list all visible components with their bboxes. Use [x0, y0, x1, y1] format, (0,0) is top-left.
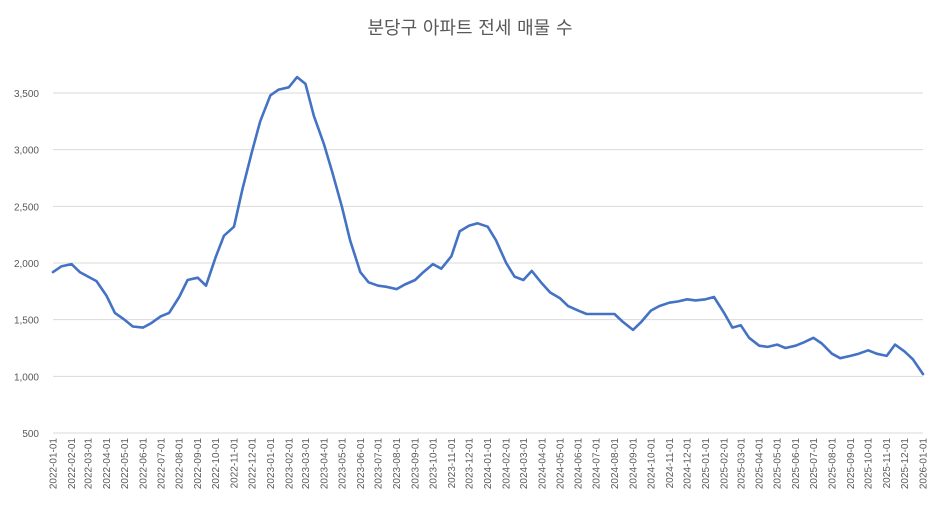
x-tick-label: 2023-12-01 [465, 438, 476, 490]
x-tick-label: 2025-10-01 [864, 438, 875, 490]
x-tick-label: 2022-07-01 [156, 438, 167, 490]
x-tick-label: 2026-01-01 [919, 438, 930, 490]
x-tick-label: 2023-03-01 [301, 438, 312, 490]
x-axis-ticks: 2022-01-01 2022-02-01 2022-03-01 2022-04-01… [49, 438, 930, 490]
x-tick-label: 2022-05-01 [120, 438, 131, 490]
series-area [51, 75, 925, 376]
x-tick-label: 2023-08-01 [392, 438, 403, 490]
y-tick-label: 3,500 [14, 89, 39, 100]
x-tick-label: 2024-04-01 [537, 438, 548, 490]
y-tick-label: 3,000 [14, 146, 39, 157]
x-tick-label: 2025-03-01 [736, 438, 747, 490]
x-tick-label: 2023-01-01 [266, 438, 277, 490]
x-tick-label: 2024-06-01 [574, 438, 585, 490]
x-tick-label: 2024-07-01 [592, 438, 603, 490]
x-tick-label: 2023-09-01 [411, 438, 422, 490]
x-tick-label: 2025-04-01 [755, 438, 766, 490]
x-tick-label: 2025-11-01 [882, 438, 893, 489]
x-tick-label: 2022-08-01 [175, 438, 186, 490]
x-tick-label: 2024-09-01 [629, 438, 640, 490]
x-tick-label: 2024-02-01 [502, 438, 513, 490]
x-tick-label: 2024-12-01 [683, 438, 694, 490]
x-tick-label: 2023-10-01 [428, 438, 439, 490]
x-tick-label: 2024-03-01 [519, 438, 530, 490]
y-tick-label: 500 [22, 429, 39, 440]
x-tick-label: 2025-06-01 [791, 438, 802, 490]
gridlines [53, 92, 923, 434]
chart-title: 분당구 아파트 전세 매물 수 [367, 18, 572, 39]
x-tick-label: 2023-07-01 [374, 438, 385, 490]
x-tick-label: 2025-08-01 [827, 438, 838, 490]
x-tick-label: 2022-03-01 [84, 438, 95, 490]
x-tick-label: 2022-11-01 [230, 438, 241, 489]
x-tick-label: 2022-09-01 [193, 438, 204, 490]
x-tick-label: 2023-06-01 [356, 438, 367, 490]
x-tick-label: 2025-02-01 [720, 438, 731, 490]
y-tick-label: 2,000 [14, 259, 39, 270]
series-line [51, 75, 925, 376]
y-tick-label: 1,500 [14, 316, 39, 327]
x-tick-label: 2022-12-01 [247, 438, 258, 490]
x-tick-label: 2022-04-01 [102, 438, 113, 490]
x-tick-label: 2022-01-01 [49, 438, 60, 490]
x-tick-label: 2024-05-01 [555, 438, 566, 490]
x-tick-label: 2025-01-01 [701, 438, 712, 490]
y-tick-label: 2,500 [14, 202, 39, 213]
x-tick-label: 2022-02-01 [67, 438, 78, 490]
x-tick-label: 2025-09-01 [846, 438, 857, 490]
x-tick-label: 2024-10-01 [646, 438, 657, 490]
x-tick-label: 2024-08-01 [610, 438, 621, 490]
x-tick-label: 2023-05-01 [337, 438, 348, 490]
x-tick-label: 2025-12-01 [900, 438, 911, 490]
x-tick-label: 2024-01-01 [483, 438, 494, 490]
x-tick-label: 2025-05-01 [773, 438, 784, 490]
x-tick-label: 2023-02-01 [284, 438, 295, 490]
y-tick-label: 1,000 [14, 372, 39, 383]
x-tick-label: 2023-11-01 [447, 438, 458, 489]
x-tick-label: 2022-10-01 [211, 438, 222, 490]
x-tick-label: 2023-04-01 [319, 438, 330, 490]
y-axis-ticks: 500 1,000 1,500 2,000 2,500 3,000 3,500 [14, 89, 39, 440]
x-tick-label: 2022-06-01 [138, 438, 149, 490]
x-tick-label: 2024-11-01 [665, 438, 676, 489]
x-tick-label: 2025-07-01 [809, 438, 820, 490]
